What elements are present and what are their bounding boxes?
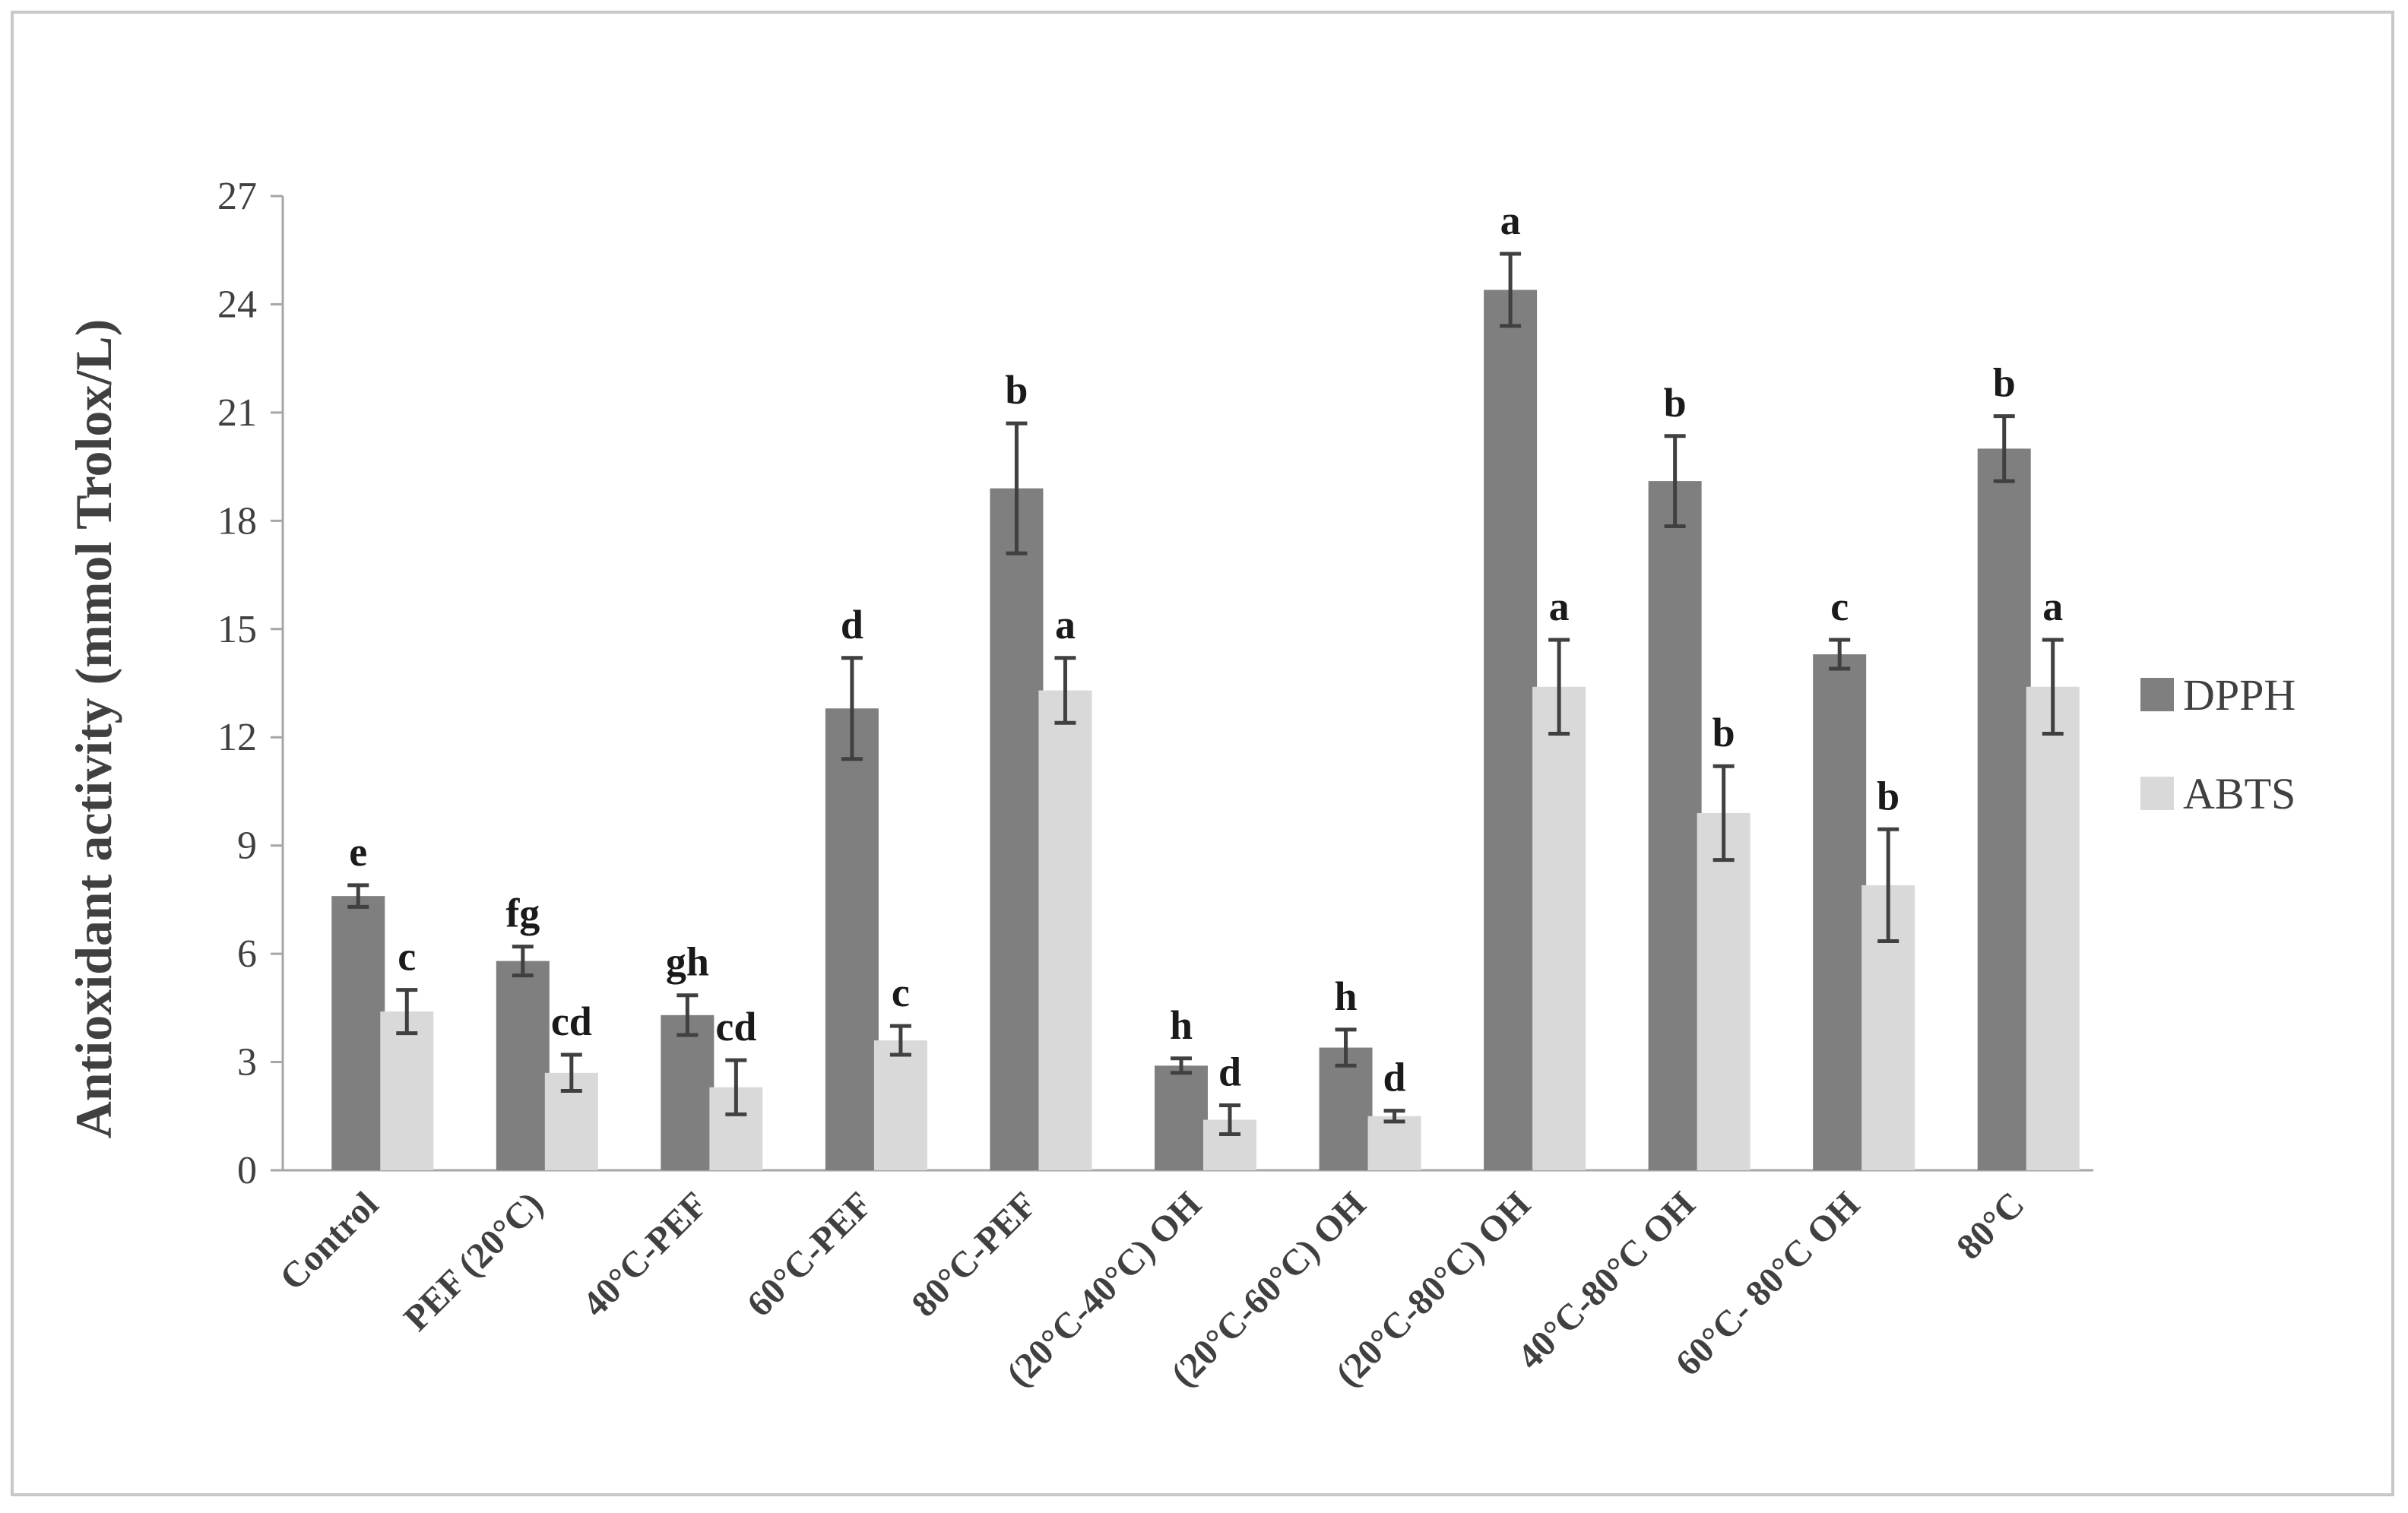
bar-abts xyxy=(1532,686,1586,1170)
significance-letter: c xyxy=(1830,584,1849,629)
error-bar-dpph xyxy=(1500,252,1522,328)
significance-letter: c xyxy=(398,934,416,980)
bar-abts xyxy=(1367,1116,1421,1170)
error-bar-abts xyxy=(1219,1103,1240,1137)
bar-dpph xyxy=(1484,290,1538,1170)
significance-letter: a xyxy=(2042,584,2063,629)
bar-dpph xyxy=(1155,1065,1208,1170)
bar-dpph xyxy=(1977,448,2031,1170)
error-bar-abts xyxy=(889,1024,911,1057)
significance-letter: b xyxy=(1664,380,1687,426)
error-bar-dpph xyxy=(1171,1056,1192,1075)
bar-dpph xyxy=(496,961,550,1170)
significance-letter: b xyxy=(1877,773,1899,818)
chart-frame: 0 3 6 9 12 15 18 21 24 27 e c fg cd gh cd d c b a h d h d a a b b c… xyxy=(11,11,2394,1496)
error-bar-dpph xyxy=(512,945,534,978)
error-bar-abts xyxy=(1383,1109,1405,1124)
error-bar-dpph xyxy=(1335,1027,1357,1068)
error-bar-dpph xyxy=(676,993,699,1037)
significance-letter: e xyxy=(349,829,367,875)
error-bar-abts xyxy=(396,988,418,1036)
error-bar-abts xyxy=(725,1058,747,1116)
error-bar-dpph xyxy=(1829,638,1851,671)
y-tick-label: 21 xyxy=(217,391,257,435)
y-tick-label: 18 xyxy=(217,499,257,543)
error-bar-dpph xyxy=(1006,421,1028,556)
y-tick-label: 6 xyxy=(237,932,257,976)
error-bar-abts xyxy=(1713,764,1735,863)
bar-abts xyxy=(1697,812,1751,1170)
error-bar-dpph xyxy=(1993,414,2015,483)
error-bar-abts xyxy=(560,1052,582,1094)
y-tick-label: 3 xyxy=(237,1041,257,1084)
significance-letter: cd xyxy=(551,999,592,1044)
legend-label-abts: ABTS xyxy=(2183,769,2296,818)
y-axis-label: Antioxidant activity (mmol Trolox/L) xyxy=(65,319,122,1139)
bar-dpph xyxy=(825,708,879,1170)
error-bar-dpph xyxy=(347,883,369,909)
significance-letter: b xyxy=(1993,360,2016,406)
y-tick-label: 27 xyxy=(217,175,257,218)
significance-letter: gh xyxy=(666,939,709,985)
y-tick-label: 0 xyxy=(237,1149,257,1192)
error-bar-dpph xyxy=(841,656,863,761)
legend-swatch-abts xyxy=(2140,777,2174,810)
y-tick-label: 15 xyxy=(217,608,257,651)
x-tick-label: 80°C xyxy=(1949,1184,2033,1268)
error-bar-abts xyxy=(1877,827,1899,943)
significance-letter: d xyxy=(1218,1049,1241,1095)
bar-abts xyxy=(873,1040,927,1170)
bar-dpph xyxy=(661,1014,714,1170)
significance-letter: cd xyxy=(715,1004,756,1049)
error-bar-abts xyxy=(2042,638,2064,736)
x-tick-label: 80°C-PEF xyxy=(904,1184,1044,1325)
significance-letter: d xyxy=(841,602,863,647)
significance-letter: b xyxy=(1713,710,1735,755)
x-tick-label: PEF (20°C) xyxy=(396,1184,550,1338)
bar-dpph xyxy=(990,488,1044,1170)
bar-dpph xyxy=(331,896,385,1170)
bar-abts xyxy=(2026,686,2080,1170)
error-bar-dpph xyxy=(1664,434,1686,528)
significance-letter: a xyxy=(1500,198,1521,243)
error-bar-abts xyxy=(1054,656,1076,725)
bar-dpph xyxy=(1813,654,1867,1170)
bar-abts xyxy=(380,1011,434,1170)
y-tick-label: 24 xyxy=(217,283,257,326)
y-tick-label: 12 xyxy=(217,716,257,759)
x-tick-label: Control xyxy=(272,1184,386,1298)
y-tick-label: 9 xyxy=(237,825,257,868)
error-bar-abts xyxy=(1548,638,1570,736)
bars xyxy=(331,290,2080,1170)
error-bars xyxy=(347,252,2064,1137)
significance-letter: a xyxy=(1549,584,1570,629)
x-tick-label: 40°C-PEF xyxy=(575,1184,715,1325)
significance-letter: h xyxy=(1335,973,1358,1019)
significance-letter: c xyxy=(892,970,910,1015)
bar-dpph xyxy=(1319,1047,1373,1170)
significance-letter: a xyxy=(1055,602,1076,647)
legend: DPPH ABTS xyxy=(2140,670,2296,818)
significance-letter: h xyxy=(1170,1002,1193,1048)
legend-swatch-dpph xyxy=(2140,678,2174,711)
bar-abts xyxy=(1038,690,1092,1170)
significance-letter: d xyxy=(1383,1055,1406,1100)
x-tick-label: 60°C-PEF xyxy=(740,1184,880,1325)
legend-label-dpph: DPPH xyxy=(2183,670,2296,720)
significance-letter: b xyxy=(1005,367,1028,413)
significance-letter: fg xyxy=(505,891,540,936)
category-labels: Control PEF (20°C) 40°C-PEF 60°C-PEF 80°C-PE… xyxy=(272,1184,2032,1394)
bar-dpph xyxy=(1648,481,1702,1170)
